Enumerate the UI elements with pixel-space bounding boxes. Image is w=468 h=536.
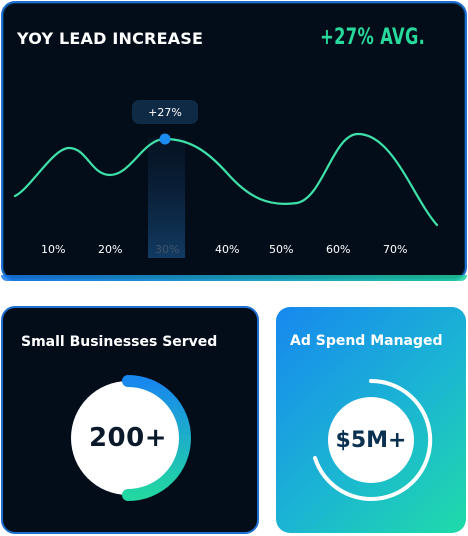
ad-spend-title: Ad Spend Managed (290, 333, 443, 349)
small-businesses-ring (71, 375, 191, 501)
yoy-title: YOY LEAD INCREASE (17, 29, 204, 48)
ad-spend-ring (313, 378, 433, 501)
x-tick: 70% (383, 243, 408, 256)
x-tick: 20% (98, 243, 123, 256)
trend-line (13, 132, 439, 227)
highlight-tooltip: +27% (132, 100, 198, 124)
yoy-lead-card: YOY LEAD INCREASE +27% AVG. +27% 10% 20%… (1, 1, 467, 281)
yoy-line-chart (13, 132, 439, 258)
small-businesses-card: Small Businesses Served 200+ (1, 306, 259, 534)
x-tick: 40% (215, 243, 240, 256)
yoy-average-value: +27% AVG. (319, 25, 425, 50)
small-businesses-value: 200+ (88, 423, 168, 453)
small-businesses-title: Small Businesses Served (21, 334, 218, 350)
highlight-point (159, 133, 171, 145)
highlight-column (148, 138, 185, 258)
x-tick: 10% (41, 243, 66, 256)
x-tick: 50% (269, 243, 294, 256)
x-tick: 30% (155, 243, 180, 256)
x-tick: 60% (326, 243, 351, 256)
ad-spend-card: Ad Spend Managed $5M+ (276, 307, 466, 533)
ad-spend-value: $5M+ (335, 427, 407, 453)
